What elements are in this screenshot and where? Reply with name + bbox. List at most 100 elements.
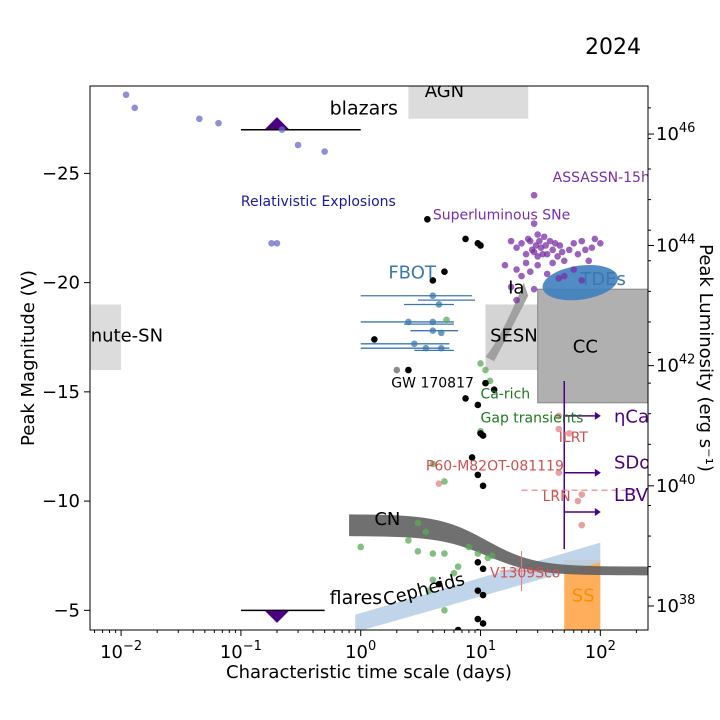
x-tick-label: 101 <box>465 639 496 663</box>
lbv-arrow-head <box>594 468 601 477</box>
data-point <box>414 519 422 527</box>
data-point <box>578 491 586 498</box>
data-point <box>479 620 487 627</box>
data-point <box>513 266 520 273</box>
x-tick-label: 10−2 <box>100 639 142 663</box>
data-point <box>534 261 541 269</box>
data-point <box>526 237 534 245</box>
label-agn: AGN <box>425 81 464 102</box>
label-sdor: SDor <box>614 452 658 473</box>
data-point <box>371 336 378 343</box>
region-agn <box>408 86 529 119</box>
y-tick-label: −25 <box>42 163 80 184</box>
flares-marker <box>264 610 289 623</box>
data-point <box>477 360 484 367</box>
data-point <box>424 215 431 223</box>
x-tick-exponent: 0 <box>368 639 376 654</box>
label-fbot: FBOT <box>388 262 437 283</box>
data-point <box>454 563 462 570</box>
data-point <box>429 327 437 334</box>
data-point <box>482 366 489 374</box>
data-point <box>570 240 578 247</box>
data-point <box>526 268 534 276</box>
y2-tick-label: 1046 <box>656 121 695 145</box>
data-point <box>565 430 573 437</box>
y2-tick-exponent: 44 <box>679 232 696 247</box>
data-point <box>405 318 412 326</box>
data-point <box>474 471 482 479</box>
data-point <box>513 244 520 251</box>
data-point <box>578 237 586 245</box>
data-point <box>560 272 568 280</box>
data-point <box>429 292 437 300</box>
data-point <box>474 550 482 557</box>
y2-tick-exponent: 46 <box>679 121 696 136</box>
data-point <box>479 482 487 490</box>
label-gw-170817: GW 170817 <box>391 375 474 391</box>
data-point <box>546 237 554 245</box>
data-point <box>429 277 437 284</box>
data-point <box>558 248 566 256</box>
data-point <box>549 246 556 254</box>
data-point <box>549 259 556 267</box>
data-point <box>540 233 548 241</box>
blazars-marker <box>264 117 289 130</box>
label-assassn-15hl: ASSASSN-15hl <box>553 170 654 186</box>
data-point <box>405 366 412 374</box>
data-point <box>443 316 450 324</box>
label-superluminous-sne: Superluminous SNe <box>433 207 570 223</box>
data-point <box>536 237 543 245</box>
data-point <box>488 552 496 560</box>
data-point <box>479 565 487 573</box>
plot-frame <box>89 85 649 631</box>
data-point <box>435 580 443 588</box>
plot-area: blazars flares Relativistic Explosions ASSA… <box>90 81 658 630</box>
y-tick-label: −20 <box>42 273 80 294</box>
year-label: 2024 <box>585 35 641 60</box>
data-point <box>462 235 469 243</box>
data-point <box>555 425 563 433</box>
data-point <box>585 257 593 265</box>
data-point <box>215 119 222 127</box>
data-point <box>131 104 139 112</box>
data-point <box>534 253 541 260</box>
data-point <box>422 344 430 352</box>
data-point <box>555 469 563 476</box>
data-point <box>479 591 487 599</box>
data-point <box>441 607 448 614</box>
y2-tick-label: 1038 <box>656 593 695 617</box>
data-point <box>501 261 509 269</box>
label--car: ηCar <box>614 406 657 427</box>
y2-axis-label: Peak Luminosity (erg s⁻¹) <box>695 244 716 472</box>
data-point <box>462 395 469 402</box>
data-point <box>441 550 448 557</box>
data-point <box>534 231 541 238</box>
data-point <box>425 587 433 594</box>
y2-tick-label: 1040 <box>656 473 695 497</box>
data-point <box>522 259 530 267</box>
data-point <box>474 587 482 594</box>
data-point <box>530 248 538 256</box>
data-point <box>555 274 563 282</box>
data-point <box>273 240 281 247</box>
y-tick-label: −15 <box>42 382 80 403</box>
label-sesn: SESN <box>490 326 538 347</box>
x-tick-exponent: −2 <box>123 639 142 654</box>
label-lrn: LRN <box>543 489 571 505</box>
data-point <box>465 543 473 551</box>
label-cn: CN <box>374 509 400 530</box>
data-point <box>574 497 582 505</box>
data-point <box>530 285 538 293</box>
label-ilrt: ILRT <box>559 430 589 446</box>
y2-tick-exponent: 40 <box>679 473 696 488</box>
data-point <box>560 257 568 265</box>
data-point <box>429 550 437 557</box>
x-tick-exponent: −1 <box>243 639 262 654</box>
data-point <box>554 253 561 260</box>
label-ss: SS <box>572 586 595 607</box>
data-point <box>414 548 422 555</box>
data-point <box>582 246 589 254</box>
data-point <box>518 272 525 280</box>
x-tick-label: 10−1 <box>220 639 262 663</box>
label-flares: flares <box>330 587 383 609</box>
